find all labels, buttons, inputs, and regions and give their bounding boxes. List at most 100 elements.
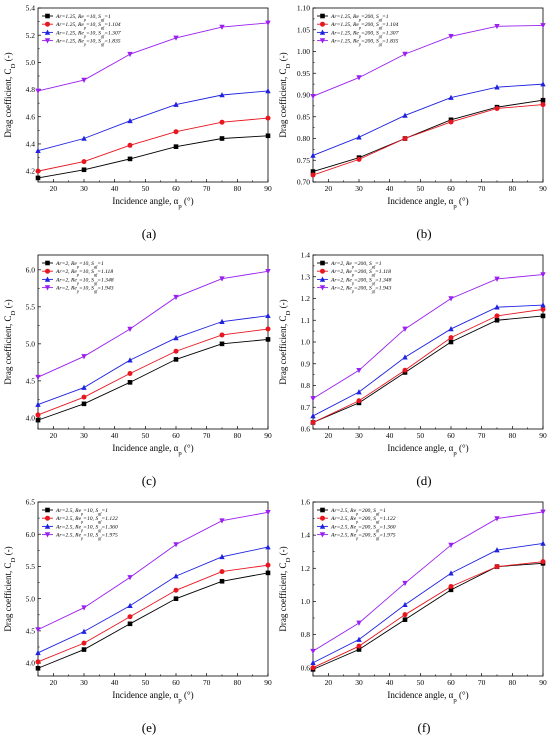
x-tick-label: 90	[539, 184, 547, 193]
x-tick-label: 30	[80, 678, 88, 687]
chart-svg: 20 30 40 50 60 70 80 90 4.0 4.5 5.0 5.5 6.0 Incidence…	[3, 254, 272, 488]
data-point	[494, 84, 500, 90]
x-tick-label: 30	[355, 431, 363, 440]
series-line-3	[37, 546, 269, 654]
legend-marker	[45, 268, 50, 274]
legend-entry: Ar=2, Rep=200, Sgf=1	[330, 261, 382, 269]
data-point	[540, 102, 546, 108]
x-tick-label: 40	[386, 184, 394, 193]
data-point	[127, 156, 133, 162]
x-tick-label: 80	[509, 184, 517, 193]
legend-entry: Ar=1.25, Rep=200, Sgf=1	[330, 14, 389, 22]
y-tick-label: 4.0	[26, 659, 36, 668]
plot-frame	[312, 501, 544, 677]
x-tick-label: 70	[203, 184, 211, 193]
series-line-2	[312, 561, 544, 669]
data-point	[402, 51, 408, 58]
data-point	[173, 35, 179, 41]
x-tick-label: 90	[539, 431, 547, 440]
y-axis-title: Drag coefficient, CD (-)	[3, 52, 17, 137]
plot-frame	[37, 254, 269, 430]
legend-entry: Ar=2, Rep=200, Sgf=1.348	[330, 277, 392, 285]
data-point	[402, 136, 408, 141]
y-tick-label: 5.4	[26, 4, 36, 13]
data-point	[265, 20, 271, 26]
legend-marker	[44, 523, 51, 529]
legend-entry: Ar=2, Rep=10, Sgf=1.348	[55, 277, 114, 285]
data-point	[173, 542, 179, 548]
y-tick-label: 4.2	[26, 167, 36, 176]
data-point	[356, 389, 362, 395]
data-point	[127, 357, 133, 363]
x-tick-label: 60	[447, 678, 455, 687]
data-point	[219, 569, 225, 575]
data-point	[448, 542, 454, 548]
panel-caption: (f)	[418, 720, 431, 735]
legend-marker	[319, 38, 326, 44]
x-tick-label: 30	[355, 184, 363, 193]
x-tick-label: 40	[111, 678, 119, 687]
y-tick-label: 4.5	[26, 376, 36, 385]
data-point	[81, 401, 87, 407]
legend-marker	[44, 29, 51, 35]
y-tick-label: 1.10	[297, 4, 310, 13]
series-line-1	[312, 315, 544, 423]
data-point	[81, 354, 87, 360]
legend-marker	[45, 21, 50, 27]
legend-entry: Ar=1.25, Rep=200, Sgf=1.307	[330, 30, 399, 38]
y-tick-label: 1.0	[301, 597, 311, 606]
y-tick-label: 1.6	[301, 498, 311, 507]
data-point	[402, 367, 408, 373]
data-point	[81, 394, 87, 400]
data-point	[356, 636, 362, 642]
data-point	[310, 152, 316, 158]
data-point	[540, 306, 546, 312]
y-tick-label: 4.0	[26, 413, 36, 422]
data-point	[127, 51, 133, 58]
legend-marker	[45, 507, 50, 513]
data-point	[173, 357, 179, 362]
data-point	[310, 648, 316, 655]
data-point	[540, 272, 546, 278]
data-point	[35, 401, 41, 407]
y-tick-label: 0.9	[301, 359, 311, 368]
data-point	[494, 516, 500, 522]
y-tick-label: 0.8	[301, 381, 311, 390]
data-point	[127, 326, 133, 332]
data-point	[81, 384, 87, 390]
y-axis-title: Drag coefficient, CD (-)	[278, 546, 292, 631]
data-point	[402, 580, 408, 587]
data-point	[402, 354, 408, 360]
legend-marker	[45, 515, 50, 521]
data-point	[219, 518, 225, 524]
x-tick-label: 70	[203, 678, 211, 687]
data-point	[219, 136, 225, 141]
data-point	[494, 276, 500, 282]
legend-entry: Ar=2, Rep=10, Sgf=1.943	[55, 286, 114, 294]
data-point	[35, 417, 41, 423]
data-point	[310, 659, 316, 666]
x-tick-label: 40	[386, 678, 394, 687]
data-point	[173, 596, 179, 601]
series-line-4	[37, 22, 269, 92]
legend-marker	[44, 285, 51, 291]
x-tick-label: 20	[325, 184, 333, 193]
data-point	[494, 313, 500, 319]
data-point	[448, 587, 454, 593]
series-line-1	[312, 99, 544, 172]
data-point	[127, 575, 133, 581]
data-point	[35, 175, 41, 181]
data-point	[310, 665, 316, 671]
chart-panel-4: 20 30 40 50 60 70 80 90 0.6 0.7 0.8 0.9 1.0 1.1 1.2 1.3…	[275, 247, 550, 494]
y-tick-label: 4.5	[26, 626, 36, 635]
chart-svg: 20 30 40 50 60 70 80 90 0.70 0.75 0.80 0.85 0.90 0.95…	[278, 4, 547, 241]
x-tick-label: 90	[264, 184, 272, 193]
data-point	[356, 156, 362, 162]
data-point	[173, 144, 179, 149]
data-point	[356, 134, 362, 140]
legend-marker	[320, 515, 325, 521]
y-tick-label: 1.00	[297, 47, 310, 56]
y-axis-title: Drag coefficient, CD (-)	[3, 299, 17, 384]
x-tick-label: 90	[264, 431, 272, 440]
data-point	[265, 570, 271, 576]
